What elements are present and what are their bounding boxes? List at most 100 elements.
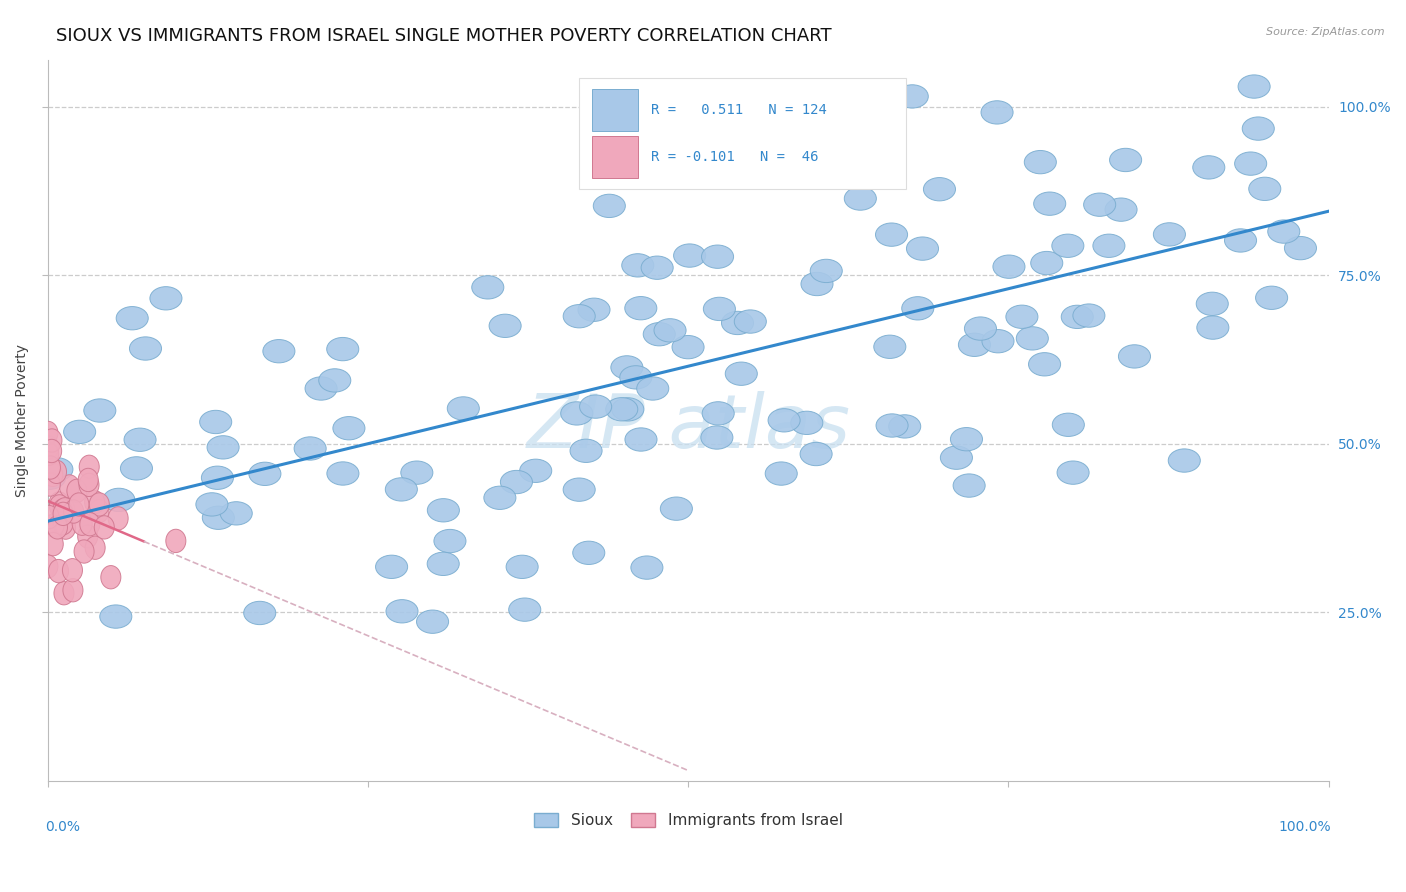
- Ellipse shape: [72, 512, 93, 535]
- Ellipse shape: [564, 304, 595, 328]
- Ellipse shape: [673, 244, 706, 268]
- Ellipse shape: [243, 601, 276, 624]
- Ellipse shape: [1084, 193, 1116, 217]
- Text: 100.0%: 100.0%: [1278, 821, 1331, 834]
- Y-axis label: Single Mother Poverty: Single Mother Poverty: [15, 343, 30, 497]
- Ellipse shape: [702, 401, 734, 425]
- Ellipse shape: [41, 456, 60, 479]
- Ellipse shape: [80, 513, 100, 536]
- Ellipse shape: [1234, 152, 1267, 176]
- Ellipse shape: [1285, 236, 1316, 260]
- Ellipse shape: [702, 245, 734, 268]
- Ellipse shape: [1031, 252, 1063, 275]
- Ellipse shape: [39, 435, 59, 459]
- Ellipse shape: [56, 516, 76, 540]
- Ellipse shape: [195, 492, 228, 516]
- Ellipse shape: [55, 498, 75, 521]
- Ellipse shape: [876, 223, 908, 246]
- Ellipse shape: [725, 362, 758, 385]
- Ellipse shape: [63, 500, 83, 524]
- Ellipse shape: [612, 398, 644, 421]
- Ellipse shape: [387, 599, 418, 623]
- Ellipse shape: [606, 398, 638, 421]
- Ellipse shape: [1052, 234, 1084, 258]
- Ellipse shape: [249, 462, 281, 485]
- Legend: Sioux, Immigrants from Israel: Sioux, Immigrants from Israel: [527, 807, 849, 834]
- Ellipse shape: [294, 437, 326, 460]
- Ellipse shape: [953, 474, 986, 497]
- Ellipse shape: [1029, 352, 1060, 376]
- Ellipse shape: [263, 340, 295, 363]
- Ellipse shape: [38, 442, 59, 466]
- Ellipse shape: [610, 356, 643, 379]
- Ellipse shape: [42, 440, 62, 463]
- Ellipse shape: [643, 323, 675, 346]
- Ellipse shape: [637, 376, 669, 401]
- Ellipse shape: [489, 314, 522, 337]
- Ellipse shape: [121, 457, 152, 480]
- Ellipse shape: [901, 297, 934, 320]
- Ellipse shape: [117, 307, 148, 330]
- Ellipse shape: [100, 605, 132, 628]
- Ellipse shape: [889, 415, 921, 438]
- Ellipse shape: [672, 335, 704, 359]
- Ellipse shape: [981, 101, 1014, 124]
- Ellipse shape: [1168, 449, 1201, 472]
- Ellipse shape: [326, 462, 359, 485]
- Ellipse shape: [790, 411, 823, 434]
- Ellipse shape: [959, 333, 990, 357]
- Ellipse shape: [624, 428, 657, 451]
- FancyBboxPatch shape: [592, 136, 638, 178]
- Ellipse shape: [34, 467, 66, 490]
- Ellipse shape: [1017, 326, 1049, 350]
- Ellipse shape: [1268, 220, 1299, 244]
- Ellipse shape: [624, 296, 657, 320]
- Ellipse shape: [506, 555, 538, 579]
- Ellipse shape: [333, 417, 366, 440]
- Ellipse shape: [509, 598, 541, 622]
- Ellipse shape: [700, 425, 733, 450]
- Ellipse shape: [484, 486, 516, 509]
- Ellipse shape: [924, 178, 956, 201]
- Ellipse shape: [319, 368, 352, 392]
- Ellipse shape: [63, 420, 96, 443]
- Ellipse shape: [993, 255, 1025, 278]
- Ellipse shape: [654, 318, 686, 342]
- Ellipse shape: [221, 501, 252, 525]
- Ellipse shape: [150, 286, 181, 310]
- Ellipse shape: [703, 297, 735, 320]
- Ellipse shape: [1192, 156, 1225, 179]
- Ellipse shape: [63, 579, 83, 602]
- Ellipse shape: [77, 524, 97, 548]
- Ellipse shape: [84, 399, 115, 422]
- Ellipse shape: [46, 460, 66, 483]
- Ellipse shape: [53, 502, 73, 525]
- Ellipse shape: [941, 446, 973, 469]
- Ellipse shape: [1033, 192, 1066, 215]
- Ellipse shape: [1197, 293, 1229, 316]
- Ellipse shape: [1105, 198, 1137, 221]
- Ellipse shape: [69, 493, 89, 516]
- Ellipse shape: [49, 495, 69, 518]
- Ellipse shape: [207, 435, 239, 459]
- Ellipse shape: [981, 329, 1014, 353]
- Ellipse shape: [38, 555, 58, 578]
- Ellipse shape: [621, 253, 654, 277]
- Text: SIOUX VS IMMIGRANTS FROM ISRAEL SINGLE MOTHER POVERTY CORRELATION CHART: SIOUX VS IMMIGRANTS FROM ISRAEL SINGLE M…: [56, 27, 832, 45]
- Ellipse shape: [53, 511, 73, 535]
- Ellipse shape: [801, 272, 832, 295]
- Ellipse shape: [67, 479, 87, 502]
- Ellipse shape: [49, 491, 69, 515]
- Ellipse shape: [401, 461, 433, 484]
- Ellipse shape: [59, 475, 80, 498]
- Ellipse shape: [101, 566, 121, 589]
- Ellipse shape: [561, 401, 593, 425]
- Text: ZIP atlas: ZIP atlas: [526, 392, 851, 463]
- FancyBboxPatch shape: [592, 89, 638, 131]
- Ellipse shape: [572, 541, 605, 565]
- Ellipse shape: [42, 429, 62, 452]
- Ellipse shape: [1005, 305, 1038, 328]
- Ellipse shape: [800, 442, 832, 466]
- Ellipse shape: [427, 552, 460, 575]
- Ellipse shape: [89, 500, 110, 523]
